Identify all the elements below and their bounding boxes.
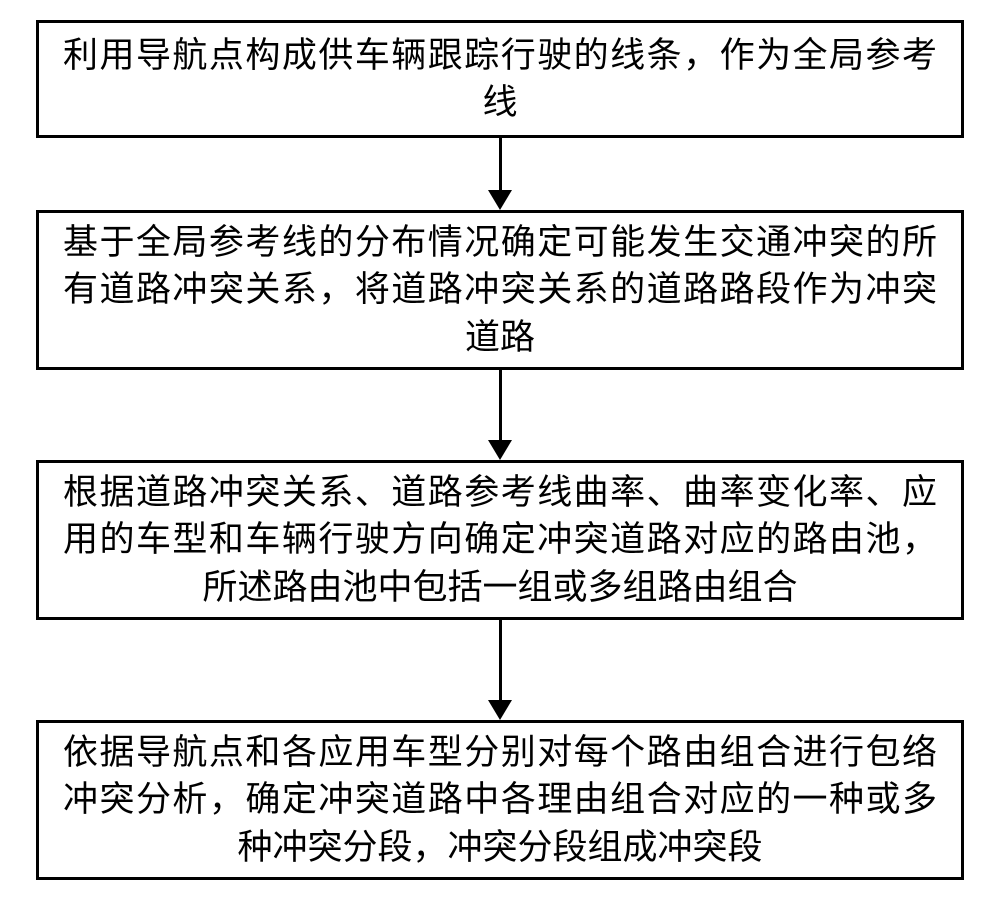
flow-step-2-text: 基于全局参考线的分布情况确定可能发生交通冲突的所有道路冲突关系，将道路冲突关系的… <box>63 219 937 361</box>
flow-step-2: 基于全局参考线的分布情况确定可能发生交通冲突的所有道路冲突关系，将道路冲突关系的… <box>36 210 964 370</box>
flow-step-1-text: 利用导航点构成供车辆跟踪行驶的线条，作为全局参考线 <box>63 32 937 127</box>
arrow-line-2 <box>499 370 502 440</box>
arrow-head-3 <box>488 700 512 720</box>
arrow-head-2 <box>488 440 512 460</box>
flowchart-canvas: 利用导航点构成供车辆跟踪行驶的线条，作为全局参考线 基于全局参考线的分布情况确定… <box>0 0 1000 907</box>
flow-step-4: 依据导航点和各应用车型分别对每个路由组合进行包络冲突分析，确定冲突道路中各理由组… <box>36 720 964 880</box>
flow-step-1: 利用导航点构成供车辆跟踪行驶的线条，作为全局参考线 <box>36 20 964 138</box>
flow-step-4-text: 依据导航点和各应用车型分别对每个路由组合进行包络冲突分析，确定冲突道路中各理由组… <box>63 729 937 871</box>
arrow-head-1 <box>488 190 512 210</box>
flow-step-3: 根据道路冲突关系、道路参考线曲率、曲率变化率、应用的车型和车辆行驶方向确定冲突道… <box>36 460 964 620</box>
flow-step-3-text: 根据道路冲突关系、道路参考线曲率、曲率变化率、应用的车型和车辆行驶方向确定冲突道… <box>63 469 937 611</box>
arrow-line-3 <box>499 620 502 700</box>
arrow-line-1 <box>499 138 502 190</box>
